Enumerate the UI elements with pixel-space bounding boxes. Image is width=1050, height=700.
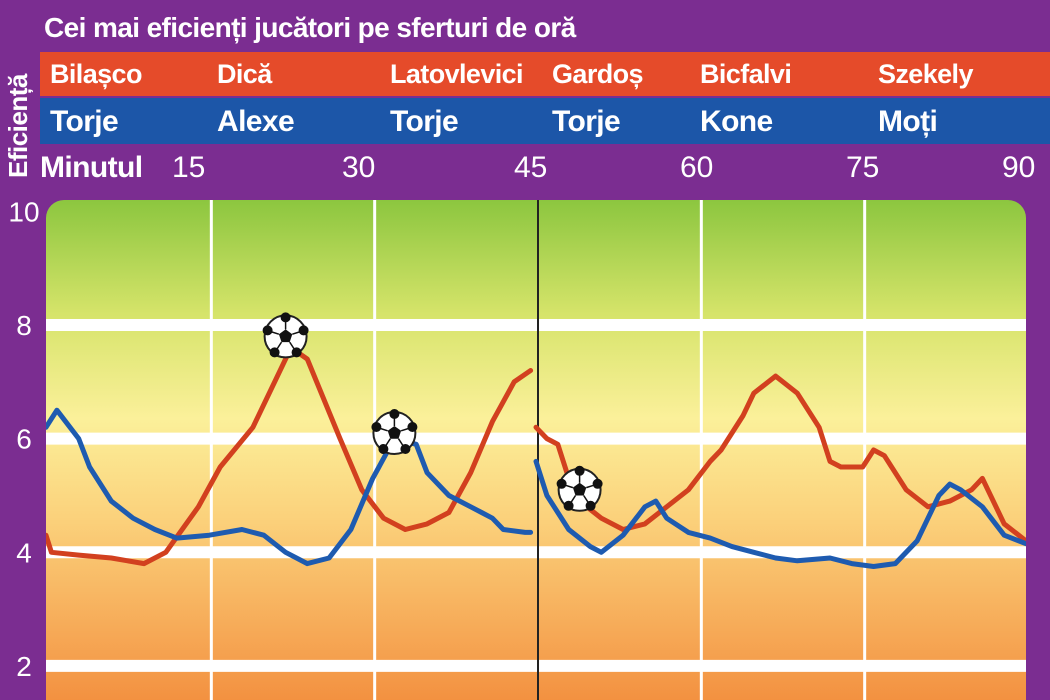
chart-title: Cei mai eficienți jucători pe sferturi d… — [44, 12, 576, 43]
red-player-q6: Szekely — [878, 59, 973, 89]
soccer-ball-icon — [262, 312, 309, 359]
soccer-ball-icon — [556, 465, 603, 512]
horizontal-gridlines — [46, 319, 1026, 672]
red-player-q4: Gardoș — [552, 59, 644, 89]
red-player-q5: Bicfalvi — [700, 59, 792, 89]
y-axis-label: Eficiență — [3, 74, 33, 178]
y-tick-labels: 2 4 6 8 10 — [8, 196, 39, 682]
red-player-q1: Bilașco — [50, 59, 142, 89]
series-2-line-half-2 — [533, 458, 1026, 569]
blue-player-q4: Torje — [552, 105, 621, 138]
x-tick-60: 60 — [680, 151, 714, 184]
x-tick-30: 30 — [342, 151, 376, 184]
x-tick-15: 15 — [172, 151, 206, 184]
blue-players-row: Torje Alexe Torje Torje Kone Moți — [40, 98, 1050, 144]
vertical-gridlines — [209, 200, 867, 700]
red-players-row: Bilașco Dică Latovlevici Gardoș Bicfalvi… — [40, 52, 1050, 96]
series-lines — [46, 345, 1026, 569]
minute-axis-row: Minutul 15 30 45 60 75 90 — [40, 146, 1050, 190]
y-tick-6: 6 — [16, 424, 32, 455]
minute-label: Minutul — [40, 151, 143, 184]
blue-player-q3: Torje — [390, 105, 459, 138]
goal-markers — [262, 312, 603, 512]
y-tick-8: 8 — [16, 310, 32, 341]
x-tick-45: 45 — [514, 151, 548, 184]
red-player-q3: Latovlevici — [390, 59, 524, 89]
x-tick-90: 90 — [1002, 151, 1036, 184]
series-2-line-half-1 — [46, 407, 534, 567]
x-tick-75: 75 — [846, 151, 880, 184]
blue-player-q2: Alexe — [217, 105, 295, 138]
y-tick-2: 2 — [16, 651, 32, 682]
y-tick-4: 4 — [16, 537, 32, 568]
plot-area — [46, 200, 1026, 700]
blue-player-q5: Kone — [700, 105, 773, 138]
line-chart: 2 4 6 8 10 — [8, 196, 1026, 700]
plot-background — [46, 200, 1026, 700]
blue-player-q6: Moți — [878, 105, 938, 138]
red-player-q2: Dică — [217, 59, 272, 89]
y-tick-10: 10 — [8, 196, 39, 227]
soccer-ball-icon — [371, 409, 418, 455]
blue-player-q1: Torje — [50, 105, 119, 138]
